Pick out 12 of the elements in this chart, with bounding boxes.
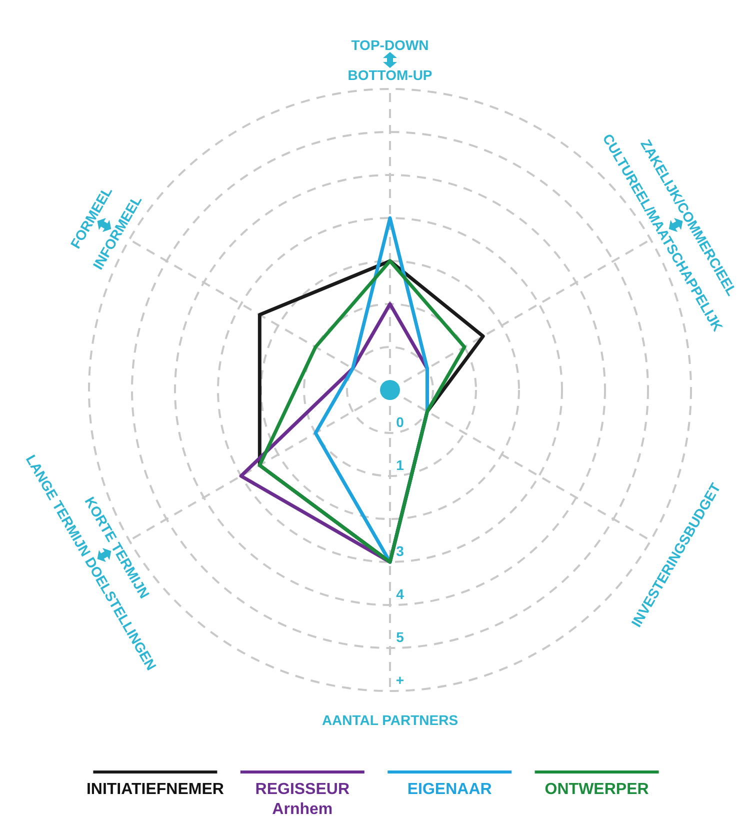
text: REGISSEUR Arnhem: [255, 781, 350, 818]
y-tick-label: 1: [396, 457, 404, 473]
y-tick-label: +: [396, 672, 404, 688]
y-tick-label: 5: [396, 629, 404, 645]
spoke-label: AANTAL PARTNERS: [322, 712, 458, 728]
text: EIGENAAR: [407, 781, 492, 798]
spoke-label: TOP-DOWN BOTTOM-UP: [348, 36, 432, 83]
y-tick-label: 3: [396, 543, 404, 559]
text: ONTWERPER: [544, 781, 650, 798]
text: INITIATIEFNEMER: [86, 781, 224, 798]
y-tick-label: 0: [396, 414, 404, 430]
y-tick-label: 4: [396, 586, 404, 602]
